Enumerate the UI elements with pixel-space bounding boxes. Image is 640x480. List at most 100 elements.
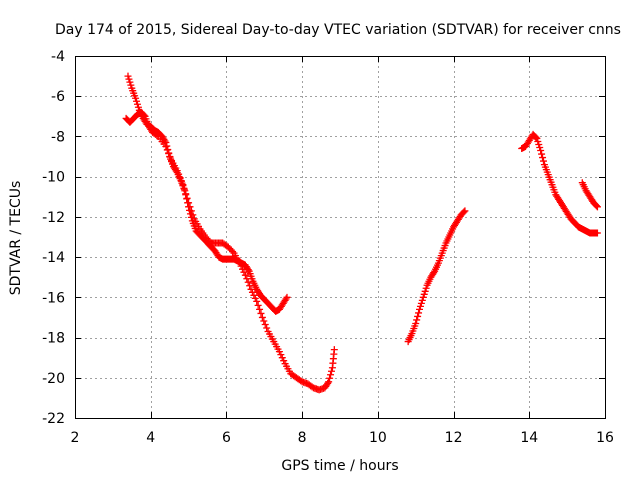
data-point bbox=[133, 97, 141, 105]
data-point bbox=[280, 357, 288, 365]
data-point bbox=[277, 351, 285, 359]
data-point bbox=[282, 295, 290, 303]
y-tick-label: -6 bbox=[51, 89, 65, 105]
series-segment-2 bbox=[404, 207, 469, 346]
data-point bbox=[534, 137, 542, 145]
data-point bbox=[241, 271, 249, 279]
data-point bbox=[538, 150, 546, 158]
data-point bbox=[326, 374, 334, 382]
data-point bbox=[251, 294, 259, 302]
x-tick-label: 4 bbox=[146, 430, 155, 446]
data-point bbox=[592, 202, 600, 210]
data-point bbox=[263, 324, 271, 332]
data-point bbox=[132, 94, 140, 102]
data-point bbox=[180, 185, 188, 193]
data-point bbox=[176, 174, 184, 182]
data-point bbox=[237, 262, 245, 270]
data-point bbox=[240, 268, 248, 276]
data-point bbox=[416, 302, 424, 310]
data-point bbox=[324, 379, 332, 387]
data-point bbox=[183, 194, 191, 202]
data-point bbox=[253, 297, 261, 305]
y-tick-label: -8 bbox=[51, 129, 65, 145]
data-point bbox=[537, 147, 545, 155]
data-point bbox=[420, 290, 428, 298]
data-point bbox=[185, 199, 193, 207]
data-point bbox=[325, 378, 333, 386]
data-point bbox=[327, 371, 335, 379]
data-point bbox=[162, 143, 170, 150]
data-point bbox=[430, 269, 438, 277]
data-point bbox=[415, 309, 423, 317]
axis-ticks bbox=[75, 56, 606, 419]
data-point bbox=[539, 157, 547, 165]
series-segment-1b bbox=[122, 108, 338, 394]
plot-frame bbox=[75, 56, 606, 419]
data-point bbox=[327, 367, 335, 375]
data-point bbox=[414, 312, 422, 320]
data-point bbox=[179, 181, 187, 189]
y-tick-label: -14 bbox=[42, 250, 65, 266]
data-point bbox=[330, 346, 338, 354]
data-point bbox=[244, 278, 252, 286]
data-point bbox=[165, 150, 173, 158]
data-point bbox=[239, 265, 247, 273]
x-axis-label: GPS time / hours bbox=[281, 458, 398, 474]
data-point bbox=[278, 354, 286, 362]
data-point bbox=[418, 296, 426, 304]
data-point bbox=[421, 287, 429, 295]
data-points bbox=[122, 72, 601, 394]
x-tick-label: 14 bbox=[520, 430, 538, 446]
data-point bbox=[166, 153, 174, 161]
data-point bbox=[140, 111, 148, 119]
data-point bbox=[125, 75, 133, 83]
x-tick-label: 8 bbox=[298, 430, 307, 446]
data-point bbox=[275, 348, 283, 356]
data-point bbox=[243, 275, 251, 283]
data-point bbox=[163, 146, 171, 154]
x-tick-label: 16 bbox=[596, 430, 614, 446]
y-tick-label: -20 bbox=[42, 371, 65, 387]
data-point bbox=[593, 229, 601, 237]
x-tick-label: 2 bbox=[71, 430, 80, 446]
data-point bbox=[535, 140, 543, 148]
y-tick-label: -16 bbox=[42, 290, 65, 306]
y-tick-label: -22 bbox=[42, 411, 65, 427]
data-point bbox=[186, 203, 194, 211]
data-point bbox=[532, 133, 540, 141]
data-point bbox=[417, 299, 425, 307]
chart-title: Day 174 of 2015, Sidereal Day-to-day VTE… bbox=[55, 22, 621, 38]
data-point bbox=[248, 288, 256, 296]
data-point bbox=[413, 316, 421, 324]
data-point bbox=[173, 167, 181, 175]
data-point bbox=[416, 305, 423, 313]
data-point bbox=[257, 309, 265, 317]
data-point bbox=[247, 285, 255, 293]
data-point bbox=[187, 207, 195, 215]
y-axis-label: SDTVAR / TECUs bbox=[8, 181, 24, 296]
data-point bbox=[133, 100, 141, 108]
data-point bbox=[539, 154, 547, 162]
data-point bbox=[182, 190, 190, 198]
series-segment-1a bbox=[124, 72, 291, 315]
data-point bbox=[153, 131, 161, 139]
y-tick-label: -10 bbox=[42, 170, 65, 186]
data-point bbox=[258, 313, 266, 321]
data-point bbox=[229, 248, 237, 256]
data-point bbox=[419, 293, 427, 301]
data-point bbox=[261, 320, 269, 328]
data-point bbox=[461, 207, 469, 215]
x-tick-label: 6 bbox=[222, 430, 231, 446]
data-point bbox=[127, 81, 135, 89]
series-segment-3a bbox=[518, 130, 601, 237]
data-point bbox=[593, 203, 601, 211]
data-point bbox=[126, 78, 134, 86]
data-point bbox=[256, 305, 264, 313]
data-point bbox=[134, 103, 142, 111]
x-tick-label: 10 bbox=[369, 430, 387, 446]
data-point bbox=[533, 134, 541, 142]
data-point bbox=[536, 144, 544, 152]
data-point bbox=[246, 282, 254, 290]
data-point bbox=[177, 177, 185, 185]
